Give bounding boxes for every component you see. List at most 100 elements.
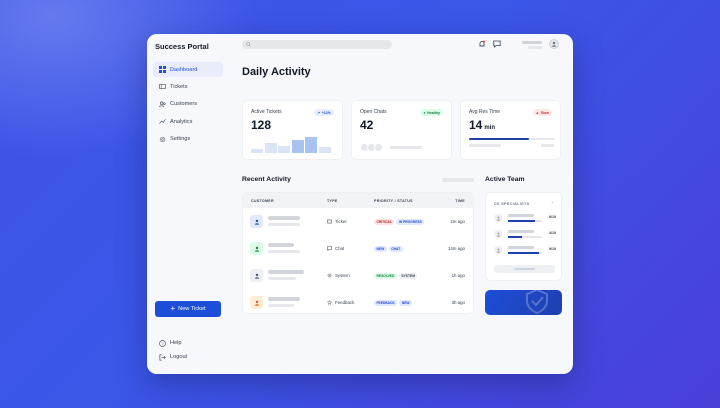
table-row[interactable]: Chat NEW CHAT 14m ago [243,235,473,262]
user-icon [254,300,259,306]
row-time: 3h ago [451,300,465,305]
customer-name-placeholder [268,270,304,274]
app-title: Success Portal [155,42,209,51]
team-header: CS SPECIALISTS [494,202,530,206]
member-load-fill [508,220,536,222]
view-all-placeholder[interactable] [442,178,474,182]
member-name-placeholder [508,246,534,249]
priority-pill: FEEDBACK [374,300,398,306]
column-header: CUSTOMER [251,198,274,203]
table-row[interactable]: Feedback FEEDBACK NEW 3h ago [243,289,473,313]
column-header: TYPE [327,198,338,203]
user-icon [254,219,259,225]
status-badge-label: Healthy [427,110,440,115]
status-badge: ● Healthy [420,109,443,116]
member-avatar [494,230,502,238]
team-member[interactable]: 9/10 [494,245,556,257]
trend-icon [159,119,166,125]
member-count: 4/10 [549,231,556,235]
customer-email-placeholder [268,277,296,280]
customer-tile [250,242,263,255]
stat-value-number: 14 [469,118,483,132]
user-icon [496,216,500,221]
plus-icon: + [170,304,176,313]
ticket-icon [327,219,332,224]
chevron-right-icon[interactable]: › [551,200,553,206]
team-card: CS SPECIALISTS › 8/10 4/10 9/10 [485,192,562,281]
active-team-title: Active Team [485,176,525,183]
sidebar-item-analytics[interactable]: Analytics [153,114,223,129]
ticket-bar [264,143,277,153]
chat-icon[interactable] [493,40,501,48]
warning-icon: ▲ [535,110,540,115]
status-pill: IN PROGRESS [396,219,425,225]
placeholder-line [469,144,501,147]
member-load-track [508,220,542,222]
bell-icon[interactable] [478,40,486,48]
table-header: CUSTOMER TYPE PRIORITY / STATUS TIME [243,193,473,208]
status-pill: NEW [399,300,413,306]
member-count: 8/10 [549,215,556,219]
stat-card-active-tickets: Active Tickets ↗ +12% 128 [242,100,343,160]
chat-icon [327,246,332,251]
team-member[interactable]: 8/10 [494,213,556,225]
row-type: Ticket [327,219,347,224]
row-time: 1h ago [451,273,465,278]
sidebar-bottom: ? Help Logout [159,336,187,364]
new-ticket-button[interactable]: + New Ticket [155,301,221,317]
row-type: Chat [327,246,344,251]
ticket-bar [318,147,331,153]
sidebar-item-customers[interactable]: Customers [153,97,223,112]
ticket-mini-chart [251,137,331,153]
member-name-placeholder [508,230,534,233]
sidebar-item-dashboard[interactable]: Dashboard [153,62,223,77]
user-icon [254,246,259,252]
promo-banner[interactable] [485,290,562,315]
agent-avatars [360,143,383,152]
table-row[interactable]: Ticket CRITICAL IN PROGRESS 2m ago [243,208,473,235]
sidebar-item-label: Settings [170,136,191,143]
row-type-label: Chat [335,246,345,251]
row-type: System [327,273,350,278]
app-window: Success Portal Dashboard Tickets Custome… [147,34,573,374]
avatar[interactable] [549,39,559,49]
customer-name-placeholder [268,216,300,220]
stat-value: 42 [360,118,374,132]
team-member[interactable]: 4/10 [494,229,556,241]
customer-tile [250,269,263,282]
stat-card-open-chats: Open Chats ● Healthy 42 [351,100,452,160]
column-header: TIME [455,198,465,203]
sidebar-item-settings[interactable]: Settings [153,132,223,147]
trend-badge: ↗ +12% [314,109,334,116]
sidebar-item-label: Dashboard [170,66,198,73]
user-icon [551,41,557,47]
table-row[interactable]: System RESOLVED SYSTEM 1h ago [243,262,473,289]
row-type: Feedback [327,300,354,305]
user-icon [496,232,500,237]
grid-icon [159,66,166,73]
logout-link[interactable]: Logout [159,350,187,364]
help-link[interactable]: ? Help [159,336,187,350]
customer-email-placeholder [268,250,300,253]
member-count: 9/10 [549,247,556,251]
member-load-track [508,252,542,254]
sidebar-item-tickets[interactable]: Tickets [153,79,223,94]
warning-badge: ▲ Slow [532,109,552,116]
member-load-fill [508,252,539,254]
trend-badge-label: +12% [321,110,331,115]
priority-pill: NEW [374,246,387,252]
recent-activity-title: Recent Activity [242,176,291,183]
member-avatar [494,214,502,222]
ticket-icon [159,84,166,90]
stat-unit: min [484,125,496,131]
logout-icon [159,354,166,360]
logout-label: Logout [170,354,188,360]
view-team-button[interactable] [494,265,555,273]
placeholder-line [541,144,554,147]
row-status: NEW CHAT [374,246,403,252]
row-time: 2m ago [450,219,465,224]
placeholder-line [390,146,422,149]
row-type-label: System [335,273,350,278]
search-input[interactable] [242,40,392,49]
res-time-progress [469,138,555,140]
